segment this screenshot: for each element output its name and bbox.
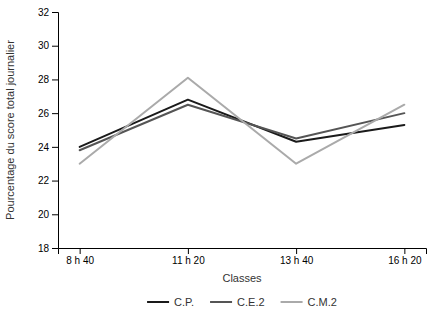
y-tick-mark — [52, 214, 58, 215]
y-tick-label: 26 — [38, 108, 50, 119]
y-tick-mark — [52, 12, 58, 13]
y-tick-mark — [52, 181, 58, 182]
x-axis: 8 h 40 11 h 20 13 h 40 16 h 20 — [59, 248, 427, 266]
chart: 18 20 22 24 26 28 30 32 8 h 40 11 h 20 13 h 40 16 h… — [0, 0, 444, 314]
y-tick: 32 — [38, 7, 58, 18]
legend-label: C.E.2 — [237, 296, 265, 308]
legend: C.P. C.E.2 C.M.2 — [147, 296, 337, 308]
y-tick: 18 — [38, 243, 58, 254]
x-tick-label: 13 h 40 — [280, 255, 314, 266]
legend-label: C.M.2 — [308, 296, 337, 308]
series-line — [80, 100, 405, 147]
y-tick-label: 24 — [38, 142, 50, 153]
y-tick-label: 28 — [38, 74, 50, 85]
x-tick-label: 16 h 20 — [388, 255, 422, 266]
x-tick: 11 h 20 — [172, 248, 205, 266]
y-tick: 24 — [38, 142, 58, 153]
series-line — [80, 105, 405, 151]
y-axis-title: Pourcentage du score total journalier — [4, 40, 16, 220]
x-tick-mark — [296, 248, 297, 254]
series-line — [80, 78, 405, 164]
x-tick-mark — [404, 248, 405, 254]
y-tick-mark — [52, 79, 58, 80]
x-tick-mark — [188, 248, 189, 254]
y-tick-mark — [52, 113, 58, 114]
y-tick-mark — [52, 147, 58, 148]
x-axis-title: Classes — [222, 272, 262, 284]
x-tick: 8 h 40 — [66, 248, 94, 266]
x-tick-label: 8 h 40 — [66, 255, 94, 266]
y-tick-mark — [52, 46, 58, 47]
x-tick: 13 h 40 — [280, 248, 314, 266]
legend-swatch — [210, 301, 232, 303]
y-axis-line — [52, 13, 59, 249]
y-axis: 18 20 22 24 26 28 30 32 — [38, 7, 59, 254]
legend-item: C.M.2 — [281, 296, 337, 308]
y-tick-mark — [52, 248, 58, 249]
y-tick: 20 — [38, 209, 58, 220]
legend-item: C.P. — [147, 296, 194, 308]
y-tick-label: 18 — [38, 243, 50, 254]
lines — [80, 78, 405, 164]
x-tick-mark — [80, 248, 81, 254]
x-tick-label: 11 h 20 — [172, 255, 205, 266]
y-tick: 30 — [38, 40, 58, 51]
y-tick: 22 — [38, 175, 58, 186]
y-tick: 28 — [38, 74, 58, 85]
plot-area: 18 20 22 24 26 28 30 32 8 h 40 11 h 20 13 h 40 16 h… — [38, 7, 427, 266]
legend-swatch — [147, 301, 169, 303]
legend-label: C.P. — [174, 296, 194, 308]
y-tick: 26 — [38, 108, 58, 119]
legend-swatch — [281, 301, 303, 303]
y-tick-label: 20 — [38, 209, 50, 220]
x-tick: 16 h 20 — [388, 248, 422, 266]
y-tick-label: 30 — [38, 40, 50, 51]
y-tick-label: 32 — [38, 7, 50, 18]
legend-item: C.E.2 — [210, 296, 265, 308]
x-axis-line — [59, 249, 427, 255]
y-tick-label: 22 — [38, 175, 50, 186]
